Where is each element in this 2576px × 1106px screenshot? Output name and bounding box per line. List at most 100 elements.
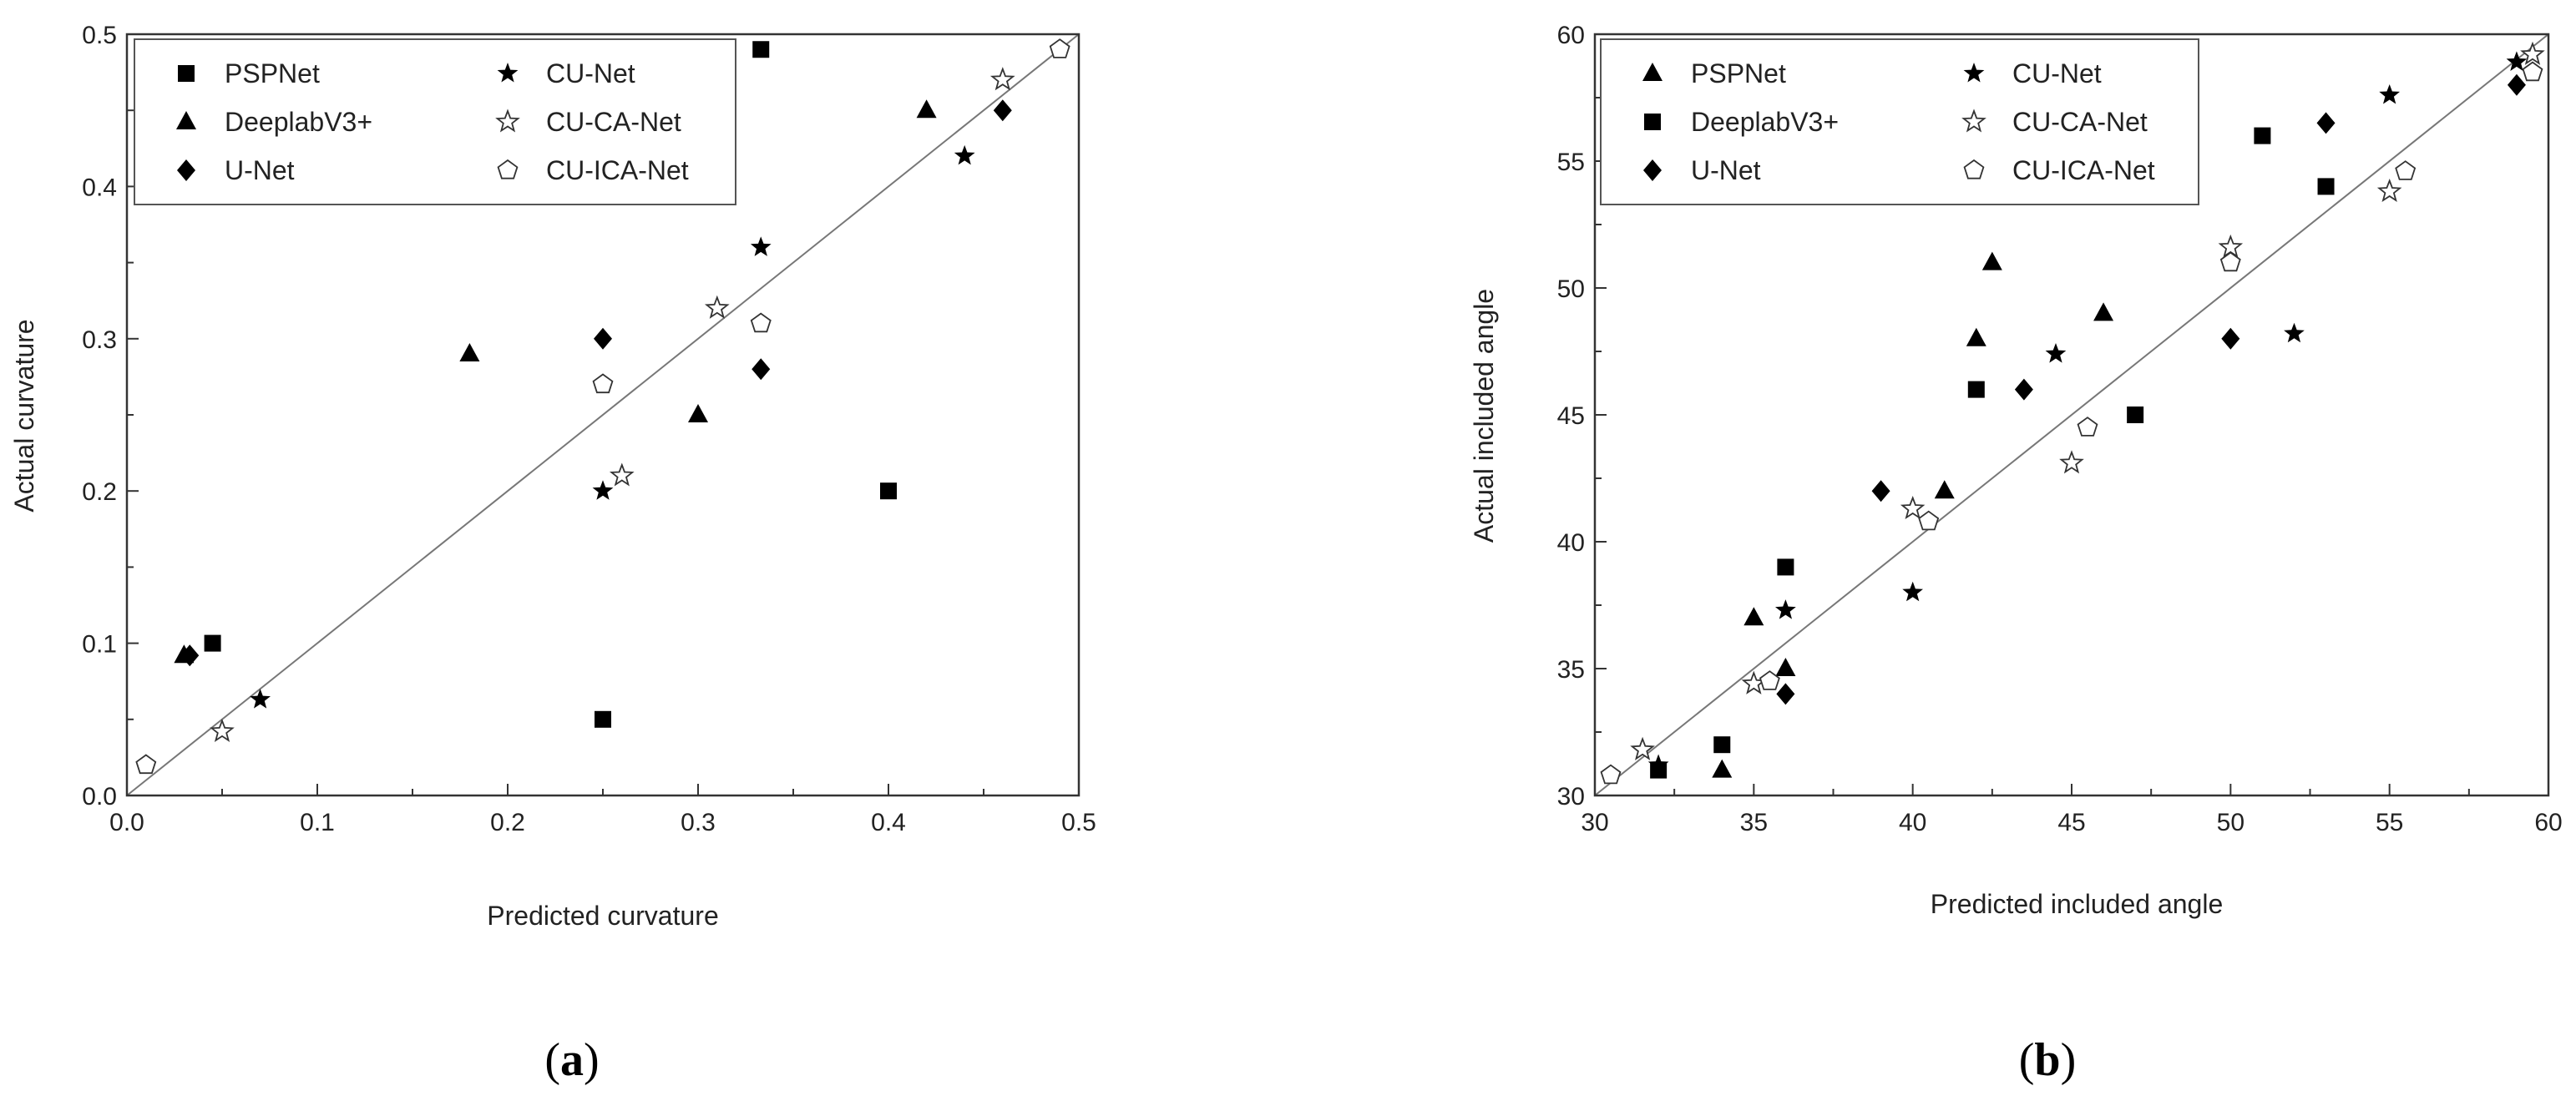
data-point xyxy=(2522,61,2543,82)
x-tick-label: 0.1 xyxy=(300,809,335,836)
data-point xyxy=(1712,759,1733,778)
data-point xyxy=(704,295,730,319)
legend-marker xyxy=(1963,63,1985,83)
legend-label: CU-ICA-Net xyxy=(2012,155,2155,185)
data-point xyxy=(1966,327,1986,346)
data-point xyxy=(609,462,635,487)
data-point xyxy=(993,99,1012,122)
data-point xyxy=(2093,302,2114,321)
data-point xyxy=(1775,658,1796,676)
data-points-group xyxy=(135,38,1070,775)
x-tick-label: 40 xyxy=(1899,809,1926,836)
caption-letter-b: b xyxy=(2034,1034,2060,1086)
legend-box xyxy=(134,38,736,205)
data-point xyxy=(1981,251,2002,270)
y-tick-label: 60 xyxy=(1557,22,1585,49)
x-tick-label: 30 xyxy=(1581,809,1608,836)
data-point xyxy=(2221,327,2240,350)
reference-line-group xyxy=(126,33,1080,796)
x-axis-title: Predicted included angle xyxy=(1931,889,2223,919)
data-point xyxy=(752,41,770,58)
chart-panel-a: 0.0 0.1 0.2 0.3 0.4 0.5 0.0 0.1 0.2 0.3 0.4 0.5 PSP… xyxy=(9,22,1096,1086)
legend-marker xyxy=(177,159,195,181)
x-tick-label: 45 xyxy=(2057,809,2085,836)
x-tick-label: 35 xyxy=(1740,809,1768,836)
data-point xyxy=(2379,84,2400,104)
legend-label: CU-CA-Net xyxy=(546,107,681,137)
data-point xyxy=(2317,178,2335,195)
data-point xyxy=(1776,683,1795,705)
data-point xyxy=(459,343,480,362)
data-point xyxy=(2284,322,2305,343)
data-point xyxy=(2507,73,2526,96)
y-tick-label: 0.3 xyxy=(82,326,117,354)
legend-label: DeeplabV3+ xyxy=(1691,107,1839,137)
y-tick-label: 0.1 xyxy=(82,631,117,659)
tick-group: 30 35 40 45 50 55 60 30 35 40 45 50 55 60 xyxy=(1557,22,2563,836)
data-point xyxy=(2059,450,2084,474)
reference-line-group xyxy=(1594,33,2549,796)
data-point xyxy=(1934,480,1955,499)
reference-line xyxy=(126,33,1080,796)
legend-marker xyxy=(497,159,519,179)
legend-label: U-Net xyxy=(1691,155,1761,185)
y-tick-label: 45 xyxy=(1557,402,1585,430)
data-point xyxy=(2254,127,2271,144)
x-tick-label: 60 xyxy=(2534,809,2562,836)
data-point xyxy=(250,689,271,709)
x-tick-label: 0.4 xyxy=(871,809,906,836)
data-point xyxy=(688,404,708,422)
data-point xyxy=(2395,160,2417,180)
chart-panel-b: 30 35 40 45 50 55 60 30 35 40 45 50 55 60 PSPNet Deepl… xyxy=(1469,22,2563,1086)
caption-letter-a: a xyxy=(560,1034,584,1086)
x-tick-label: 50 xyxy=(2217,809,2245,836)
data-point xyxy=(2219,251,2241,272)
legend-label: U-Net xyxy=(225,155,295,185)
data-points-group xyxy=(1600,41,2545,785)
legend-marker xyxy=(1643,159,1662,181)
data-point xyxy=(1918,510,1940,531)
data-point xyxy=(989,67,1015,91)
legend: PSPNet DeeplabV3+ U-Net CU-Net CU-CA-Net CU-I… xyxy=(134,38,736,205)
data-point xyxy=(1967,381,1985,398)
y-axis-title: Actual included angle xyxy=(1469,289,1499,543)
data-point xyxy=(135,754,157,775)
data-point xyxy=(592,480,614,500)
data-point xyxy=(210,718,235,742)
y-tick-label: 40 xyxy=(1557,529,1585,557)
data-point xyxy=(180,644,200,667)
data-point xyxy=(750,312,772,333)
legend-marker xyxy=(178,65,195,82)
x-tick-label: 55 xyxy=(2376,809,2403,836)
legend-label: CU-Net xyxy=(546,58,635,88)
legend-marker xyxy=(1963,159,1985,179)
legend-marker xyxy=(495,109,520,133)
legend: PSPNet DeeplabV3+ U-Net CU-Net CU-CA-Net CU-I… xyxy=(1600,38,2199,205)
data-point xyxy=(1777,558,1794,576)
y-tick-label: 0.4 xyxy=(82,174,117,201)
y-tick-label: 30 xyxy=(1557,783,1585,811)
data-point xyxy=(1743,607,1764,626)
data-point xyxy=(1759,670,1780,690)
legend-label: CU-Net xyxy=(2012,58,2102,88)
data-point xyxy=(2316,112,2336,134)
x-tick-label: 0.3 xyxy=(681,809,716,836)
y-tick-label: 50 xyxy=(1557,275,1585,303)
x-tick-label: 0.2 xyxy=(490,809,525,836)
data-point xyxy=(2520,41,2545,65)
reference-line xyxy=(1594,33,2549,796)
data-point xyxy=(594,327,612,350)
data-point xyxy=(1775,599,1796,619)
y-tick-label: 0.2 xyxy=(82,478,117,506)
y-axis-title: Actual curvature xyxy=(9,319,39,512)
legend-label: PSPNet xyxy=(225,58,320,88)
caption-b: (b) xyxy=(2019,1034,2076,1086)
data-point xyxy=(2014,378,2033,401)
data-point xyxy=(2127,407,2144,423)
y-tick-label: 0.0 xyxy=(82,783,117,811)
caption-a: (a) xyxy=(544,1034,599,1086)
legend-label: CU-CA-Net xyxy=(2012,107,2148,137)
legend-label: CU-ICA-Net xyxy=(546,155,689,185)
data-point xyxy=(204,634,221,652)
